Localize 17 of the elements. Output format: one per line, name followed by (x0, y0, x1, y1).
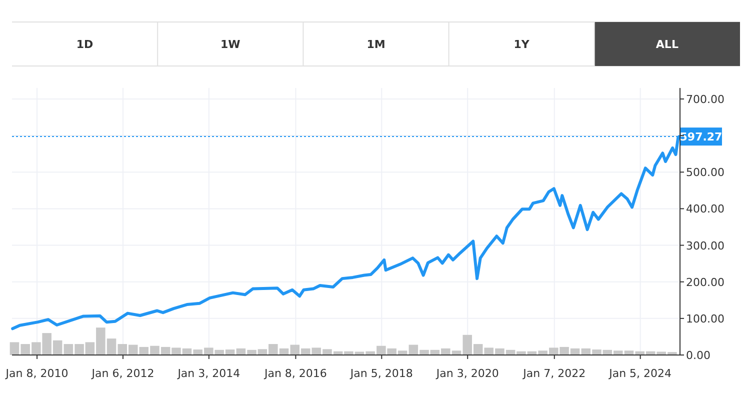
y-tick-label: 100.00 (686, 312, 724, 326)
x-tick-label: Jan 7, 2022 (522, 367, 586, 380)
x-tick-label: Jan 6, 2012 (90, 367, 154, 380)
y-tick-label: 700.00 (686, 92, 724, 106)
y-tick-label: 200.00 (686, 276, 724, 289)
x-tick-label: Jan 5, 2018 (349, 367, 413, 380)
x-tick-label: Jan 3, 2020 (435, 367, 499, 380)
x-tick-label: Jan 8, 2016 (263, 367, 327, 380)
y-tick-label: 500.00 (686, 166, 724, 180)
ref-line-label: 597.27 (680, 130, 722, 144)
range-tabs: 1D 1W 1M 1Y ALL (12, 22, 740, 66)
y-tick-label: 0.00 (686, 349, 710, 362)
y-tick-label: 300.00 (686, 239, 724, 252)
y-tick-label: 400.00 (686, 202, 724, 216)
x-tick-label: Jan 8, 2010 (4, 367, 68, 380)
x-tick-label: Jan 5, 2024 (608, 367, 672, 380)
x-tick-label: Jan 3, 2014 (176, 367, 240, 380)
